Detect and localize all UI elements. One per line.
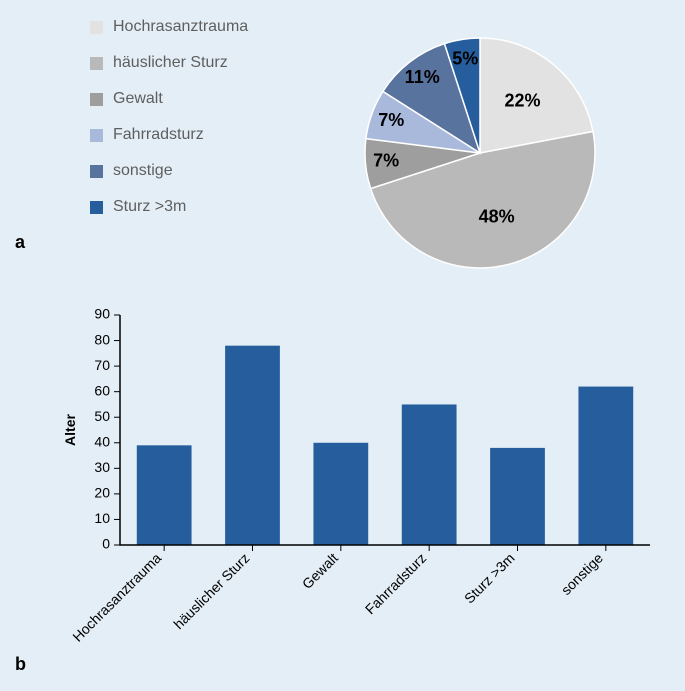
legend-swatch (90, 201, 103, 214)
legend-swatch (90, 165, 103, 178)
pie-slice-label: 22% (505, 90, 541, 110)
legend-item: Fahrradsturz (90, 126, 248, 144)
pie-svg: 22% 48% 7% 7% 11% 5% (330, 13, 630, 283)
y-tick-label: 70 (94, 357, 110, 373)
x-tick-label: sonstige (558, 550, 606, 598)
axes (120, 315, 650, 545)
pie-slice-label: 48% (479, 206, 515, 226)
y-tick-label: 30 (94, 459, 110, 475)
legend-label: Sturz >3m (113, 198, 186, 216)
y-tick-label: 90 (94, 306, 110, 322)
pie-slice-label: 11% (405, 67, 440, 87)
x-tick-label: Fahrradsturz (362, 550, 429, 617)
y-tick-label: 0 (102, 536, 110, 552)
panel-b-label: b (15, 654, 26, 675)
bar (313, 443, 368, 545)
legend-label: sonstige (113, 162, 173, 180)
pie-legend: Hochrasanztrauma häuslicher Sturz Gewalt Fa… (90, 18, 248, 234)
legend-swatch (90, 21, 103, 34)
legend-swatch (90, 57, 103, 70)
panel-b: b 0102030405060708090Hochrasanztraumahäu… (30, 305, 655, 671)
bar (137, 445, 192, 545)
panel-a-label: a (15, 232, 25, 253)
y-tick-label: 40 (94, 433, 110, 449)
y-tick-label: 20 (94, 485, 110, 501)
legend-item: häuslicher Sturz (90, 54, 248, 72)
y-tick-label: 50 (94, 408, 110, 424)
x-tick-label: Sturz >3m (461, 550, 518, 607)
legend-label: Fahrradsturz (113, 126, 204, 144)
y-axis-label: Alter (62, 414, 78, 446)
bar (402, 404, 457, 545)
pie-chart: 22% 48% 7% 7% 11% 5% (330, 13, 630, 283)
y-tick-label: 80 (94, 331, 110, 347)
legend-label: Gewalt (113, 90, 163, 108)
x-tick-label: Gewalt (299, 550, 341, 592)
pie-slice-label: 5% (452, 49, 478, 69)
x-tick-label: Hochrasanztrauma (69, 550, 164, 645)
pie-slice-label: 7% (378, 110, 404, 130)
y-tick-label: 60 (94, 382, 110, 398)
bar-chart: 0 10 20 30 40 50 60 70 80 90 Hochrasanztraumahäusl… (50, 305, 655, 671)
bar (578, 387, 633, 545)
figure-page: a Hochrasanztraumahäuslicher SturzGewalt… (0, 0, 685, 691)
legend-item: Sturz >3m (90, 198, 248, 216)
legend-item: Hochrasanztrauma (90, 18, 248, 36)
legend-label: häuslicher Sturz (113, 54, 228, 72)
bar (225, 346, 280, 545)
panel-a: a Hochrasanztraumahäuslicher SturzGewalt… (30, 18, 655, 283)
pie-slice-label: 7% (373, 151, 399, 171)
x-tick-label: häuslicher Sturz (170, 550, 252, 632)
y-tick-label: 10 (94, 510, 110, 526)
legend-item: Gewalt (90, 90, 248, 108)
bar (490, 448, 545, 545)
legend-swatch (90, 129, 103, 142)
legend-label: Hochrasanztrauma (113, 18, 248, 36)
legend-swatch (90, 93, 103, 106)
legend-item: sonstige (90, 162, 248, 180)
bar-svg: 0 10 20 30 40 50 60 70 80 90 Hochrasanztraumahäusl… (50, 305, 660, 665)
